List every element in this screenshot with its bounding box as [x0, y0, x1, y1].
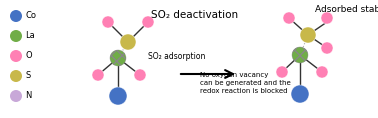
Text: Co: Co: [25, 11, 36, 21]
Circle shape: [321, 42, 333, 54]
Circle shape: [316, 66, 328, 78]
Text: N: N: [25, 91, 31, 101]
Circle shape: [120, 34, 136, 50]
Circle shape: [321, 12, 333, 24]
Circle shape: [300, 27, 316, 43]
Circle shape: [102, 16, 114, 28]
Circle shape: [10, 70, 22, 82]
Circle shape: [292, 47, 308, 63]
Circle shape: [10, 50, 22, 62]
Text: La: La: [25, 32, 35, 40]
Circle shape: [291, 85, 309, 103]
Text: O: O: [25, 51, 32, 61]
Circle shape: [276, 66, 288, 78]
Circle shape: [134, 69, 146, 81]
Circle shape: [283, 12, 295, 24]
Circle shape: [92, 69, 104, 81]
Text: S: S: [25, 72, 30, 80]
Circle shape: [142, 16, 154, 28]
Circle shape: [10, 90, 22, 102]
Circle shape: [110, 50, 126, 66]
Circle shape: [10, 10, 22, 22]
Circle shape: [109, 87, 127, 105]
Text: SO₂ adsorption: SO₂ adsorption: [148, 52, 205, 61]
Text: Adsorbed stable SO₃: Adsorbed stable SO₃: [315, 5, 378, 14]
Text: No oxygen vacancy
can be generated and the
redox reaction is blocked: No oxygen vacancy can be generated and t…: [200, 72, 291, 94]
Text: SO₂ deactivation: SO₂ deactivation: [152, 10, 239, 20]
Circle shape: [10, 30, 22, 42]
